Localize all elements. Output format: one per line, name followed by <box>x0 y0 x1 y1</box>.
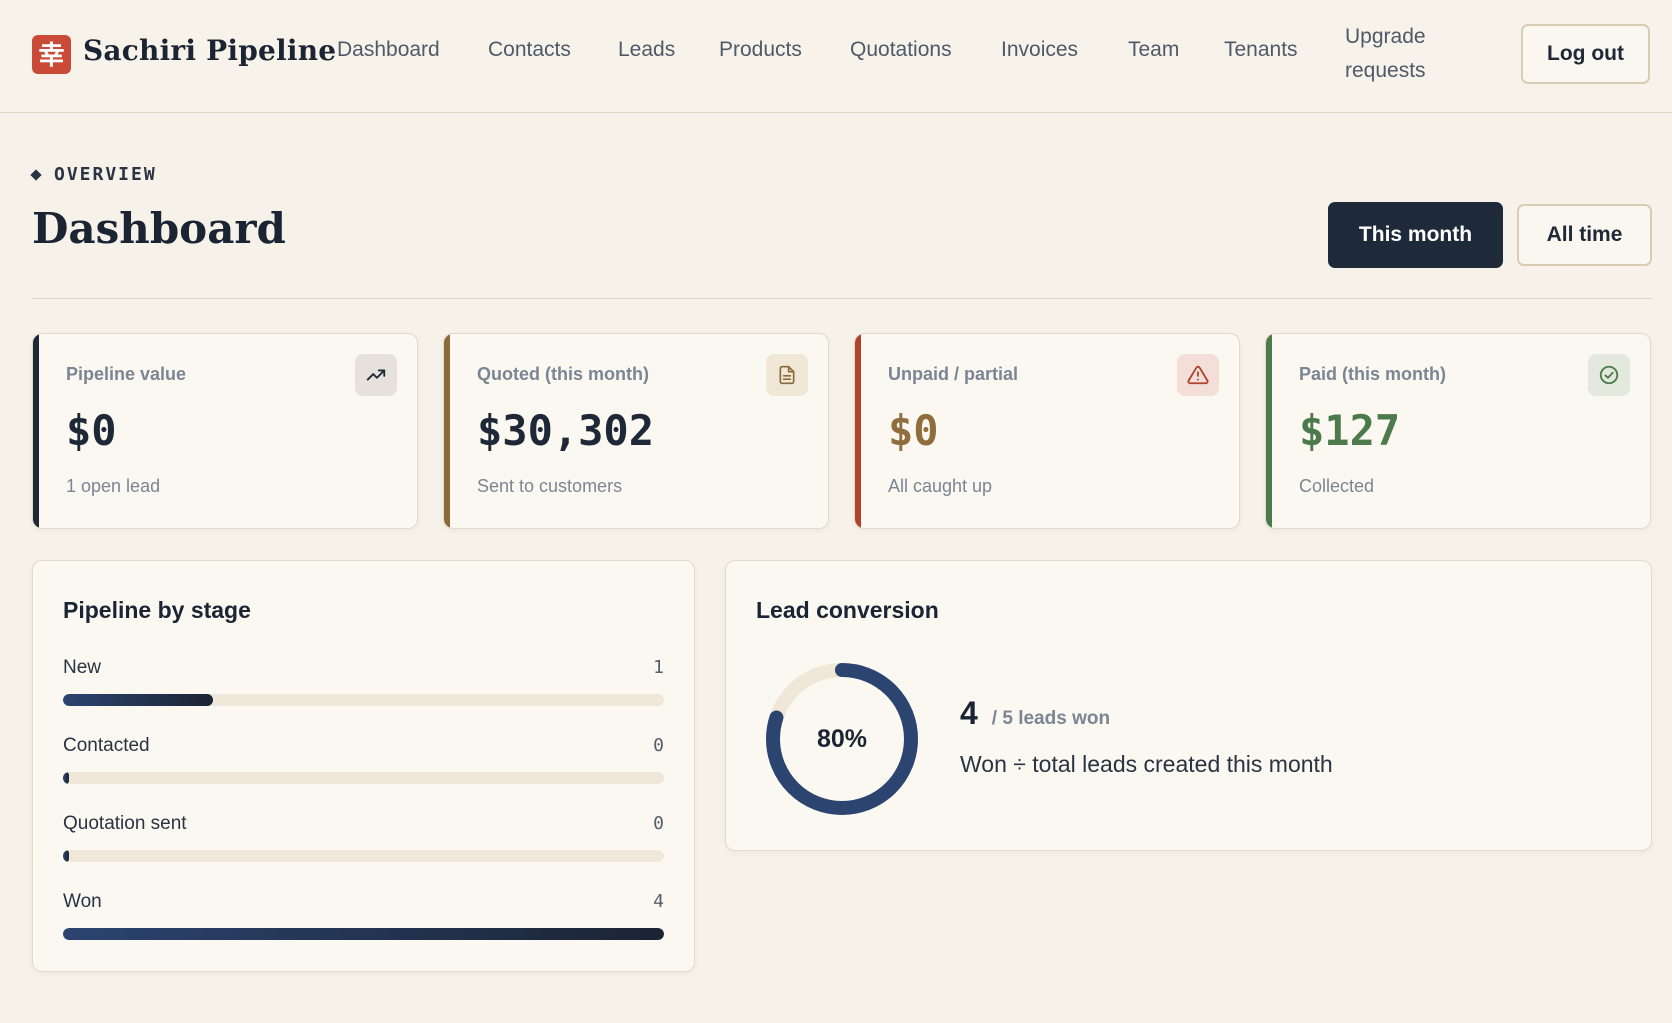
nav-quotations[interactable]: Quotations <box>850 38 952 61</box>
nav-tenants[interactable]: Tenants <box>1224 38 1298 61</box>
panel-title: Lead conversion <box>756 597 939 623</box>
stage-bar-track <box>63 772 664 784</box>
card-accent <box>33 334 39 528</box>
stage-bar-fill <box>63 772 69 784</box>
kpi-label: Unpaid / partial <box>888 364 1019 384</box>
kpi-label: Paid (this month) <box>1299 364 1446 384</box>
card-accent <box>1266 334 1272 528</box>
logo-icon[interactable]: 幸 <box>32 35 71 74</box>
won-count: 4 <box>960 695 978 731</box>
eyebrow-text: OVERVIEW <box>54 164 157 185</box>
nav-contacts[interactable]: Contacts <box>488 38 571 61</box>
kpi-value: $0 <box>888 406 939 455</box>
stage-label: Contacted <box>63 735 150 756</box>
divider <box>32 298 1652 299</box>
conversion-percent: 80% <box>817 725 867 753</box>
won-total: / 5 leads won <box>991 708 1111 729</box>
kpi-label: Pipeline value <box>66 364 187 384</box>
section-eyebrow: OVERVIEW <box>30 164 157 185</box>
stage-count: 4 <box>653 891 664 912</box>
diamond-icon <box>30 168 42 181</box>
conversion-description: Won ÷ total leads created this month <box>960 751 1333 777</box>
nav-dashboard[interactable]: Dashboard <box>337 38 440 61</box>
page-title: Dashboard <box>32 204 286 253</box>
kpi-unpaid: Unpaid / partial $0 All caught up <box>854 333 1240 529</box>
kpi-value: $0 <box>66 406 117 455</box>
conversion-ring: 80% <box>766 663 918 815</box>
stage-label: Quotation sent <box>63 813 187 834</box>
nav-leads[interactable]: Leads <box>618 38 676 61</box>
kpi-subtext: Sent to customers <box>477 476 623 496</box>
this-month-button[interactable]: This month <box>1328 202 1503 268</box>
kpi-value: $30,302 <box>477 406 655 455</box>
kpi-subtext: 1 open lead <box>66 476 161 496</box>
stage-bar-track <box>63 694 664 706</box>
kpi-quoted: Quoted (this month) $30,302 Sent to cust… <box>443 333 829 529</box>
stage-label: Won <box>63 891 102 912</box>
conversion-stat: 4 / 5 leads won <box>960 695 1110 732</box>
trending-up-icon <box>355 354 397 396</box>
stage-count: 0 <box>653 813 664 834</box>
card-accent <box>855 334 861 528</box>
nav-products[interactable]: Products <box>719 38 802 61</box>
nav-invoices[interactable]: Invoices <box>1001 38 1079 61</box>
nav-upgrade-requests[interactable]: Upgrade requests <box>1345 25 1426 82</box>
kpi-subtext: Collected <box>1299 476 1375 496</box>
check-circle-icon <box>1588 354 1630 396</box>
stage-bar-fill <box>63 694 214 706</box>
stage-bar-track <box>63 850 664 862</box>
kpi-subtext: All caught up <box>888 476 993 496</box>
kpi-value: $127 <box>1299 406 1401 455</box>
document-icon <box>766 354 808 396</box>
top-header: 幸 Sachiri Pipeline Dashboard Contacts Le… <box>0 0 1672 113</box>
all-time-button[interactable]: All time <box>1517 204 1652 266</box>
kpi-label: Quoted (this month) <box>477 364 649 384</box>
alert-triangle-icon <box>1177 354 1219 396</box>
kpi-pipeline-value: Pipeline value $0 1 open lead <box>32 333 418 529</box>
brand-name[interactable]: Sachiri Pipeline <box>83 34 337 67</box>
panel-title: Pipeline by stage <box>63 597 251 623</box>
nav-team[interactable]: Team <box>1128 38 1180 61</box>
kpi-paid: Paid (this month) $127 Collected <box>1265 333 1651 529</box>
card-accent <box>444 334 450 528</box>
stage-bar-fill <box>63 928 664 940</box>
stage-bar-track <box>63 928 664 940</box>
stage-label: New <box>63 657 102 678</box>
pipeline-by-stage-panel: Pipeline by stage New 1 Contacted 0 Quot… <box>32 560 695 972</box>
stage-count: 1 <box>653 657 664 678</box>
lead-conversion-panel: Lead conversion 80% 4 / 5 leads won Won … <box>725 560 1652 851</box>
stage-bar-fill <box>63 850 69 862</box>
logout-button[interactable]: Log out <box>1521 24 1650 84</box>
ring-progress <box>766 663 918 815</box>
stage-count: 0 <box>653 735 664 756</box>
